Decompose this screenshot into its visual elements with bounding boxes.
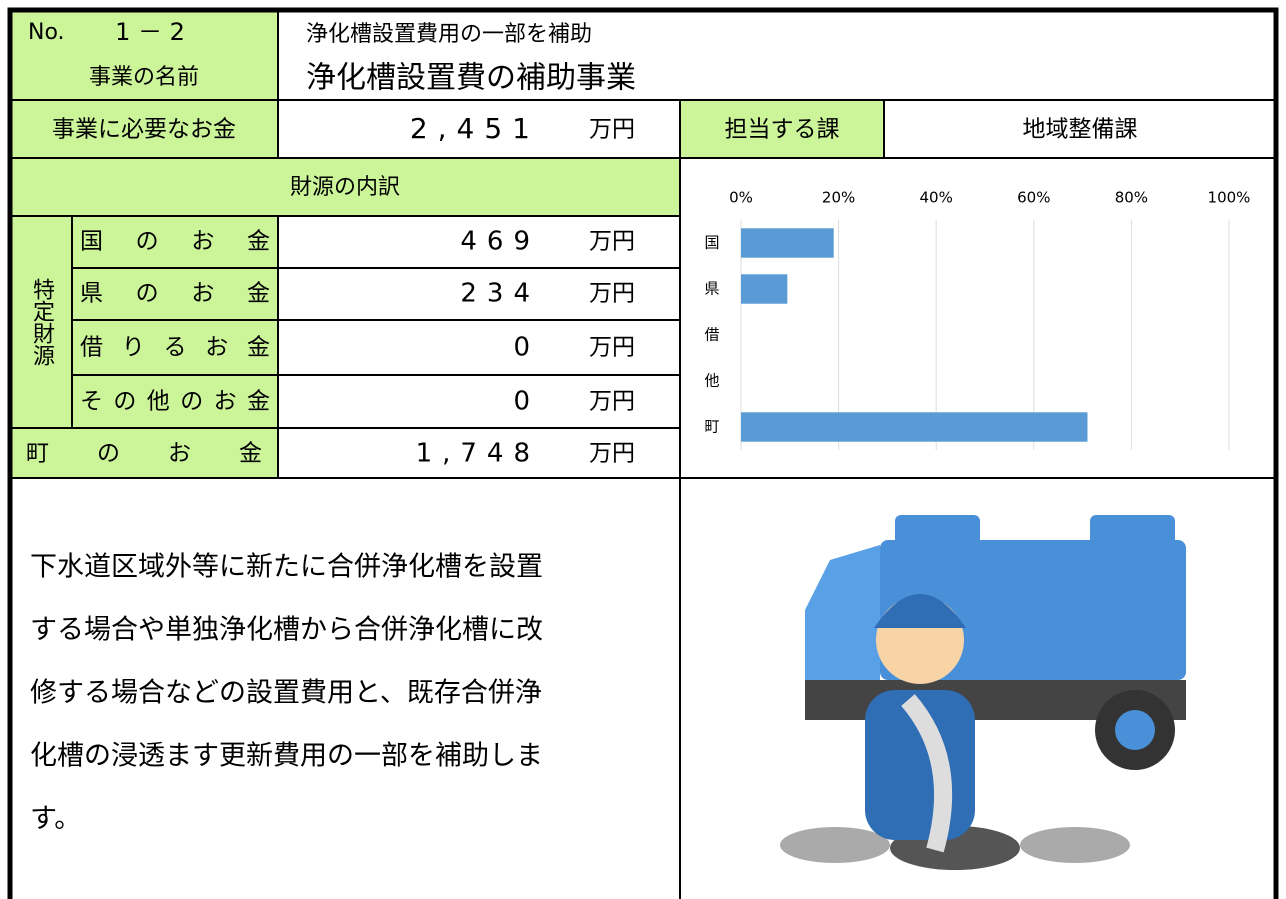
x-tick-label: 40% xyxy=(920,189,953,207)
description-line: する場合や単独浄化槽から合併浄化槽に改 xyxy=(30,615,543,646)
description-line: 化槽の浸透ます更新費用の一部を補助しま xyxy=(30,741,543,772)
y-tick-label: 借 xyxy=(704,326,719,344)
x-tick-label: 0% xyxy=(729,189,753,207)
borders xyxy=(7,7,1279,899)
cost-unit: 万円 xyxy=(589,117,635,143)
subtitle: 浄化槽設置費用の一部を補助 xyxy=(306,22,592,47)
bar xyxy=(741,274,788,304)
cell-bg xyxy=(10,10,278,100)
town-unit: 万円 xyxy=(589,441,635,467)
dept-value: 地域整備課 xyxy=(1023,117,1138,143)
row-value: 0 xyxy=(513,333,540,363)
dept-label: 担当する課 xyxy=(725,117,840,143)
cell-bg xyxy=(10,100,278,158)
breakdown-title: 財源の内訳 xyxy=(290,175,400,200)
description: 下水道区域外等に新たに合併浄化槽を設置する場合や単独浄化槽から合併浄化槽に改修す… xyxy=(30,552,543,835)
truck-tank xyxy=(895,515,980,545)
description-line: す。 xyxy=(30,804,81,835)
cost-label: 事業に必要なお金 xyxy=(52,117,236,143)
row-unit: 万円 xyxy=(589,389,635,415)
x-tick-label: 100% xyxy=(1208,189,1251,207)
town-value: 1,748 xyxy=(416,439,540,469)
y-tick-label: 国 xyxy=(704,234,719,252)
cells xyxy=(10,10,884,478)
y-tick-label: 他 xyxy=(704,372,719,390)
cell-bg xyxy=(10,158,680,216)
description-line: 修する場合などの設置費用と、既存合併浄 xyxy=(30,678,542,709)
no-label: No. xyxy=(28,20,65,45)
name: 浄化槽設置費の補助事業 xyxy=(306,61,636,96)
cost-value: 2,451 xyxy=(410,112,540,145)
illustration xyxy=(780,515,1186,870)
outer-border xyxy=(7,7,1279,899)
x-tick-label: 80% xyxy=(1115,189,1148,207)
row-unit: 万円 xyxy=(589,281,635,307)
bar xyxy=(741,228,834,258)
row-unit: 万円 xyxy=(589,229,635,255)
truck-cab xyxy=(805,545,880,700)
group-label: 特定財源 xyxy=(29,278,55,366)
truck-tank xyxy=(1090,515,1175,545)
row-unit: 万円 xyxy=(589,335,635,361)
x-tick-label: 20% xyxy=(822,189,855,207)
no: 1 － 2 xyxy=(115,18,185,46)
row-value: 469 xyxy=(460,227,540,257)
row-value: 234 xyxy=(460,279,540,309)
description-line: 下水道区域外等に新たに合併浄化槽を設置 xyxy=(30,552,543,583)
y-tick-label: 町 xyxy=(704,418,719,436)
row-value: 0 xyxy=(513,387,540,417)
cell-bg xyxy=(680,100,884,158)
hose xyxy=(901,694,953,853)
x-tick-label: 60% xyxy=(1017,189,1050,207)
manhole xyxy=(1020,827,1130,863)
wheel xyxy=(1115,710,1155,750)
cell-bg xyxy=(10,216,278,478)
manhole xyxy=(780,827,890,863)
bar xyxy=(741,412,1088,442)
name-label: 事業の名前 xyxy=(89,65,199,90)
worker-cap xyxy=(874,594,966,628)
y-tick-label: 県 xyxy=(704,280,719,298)
